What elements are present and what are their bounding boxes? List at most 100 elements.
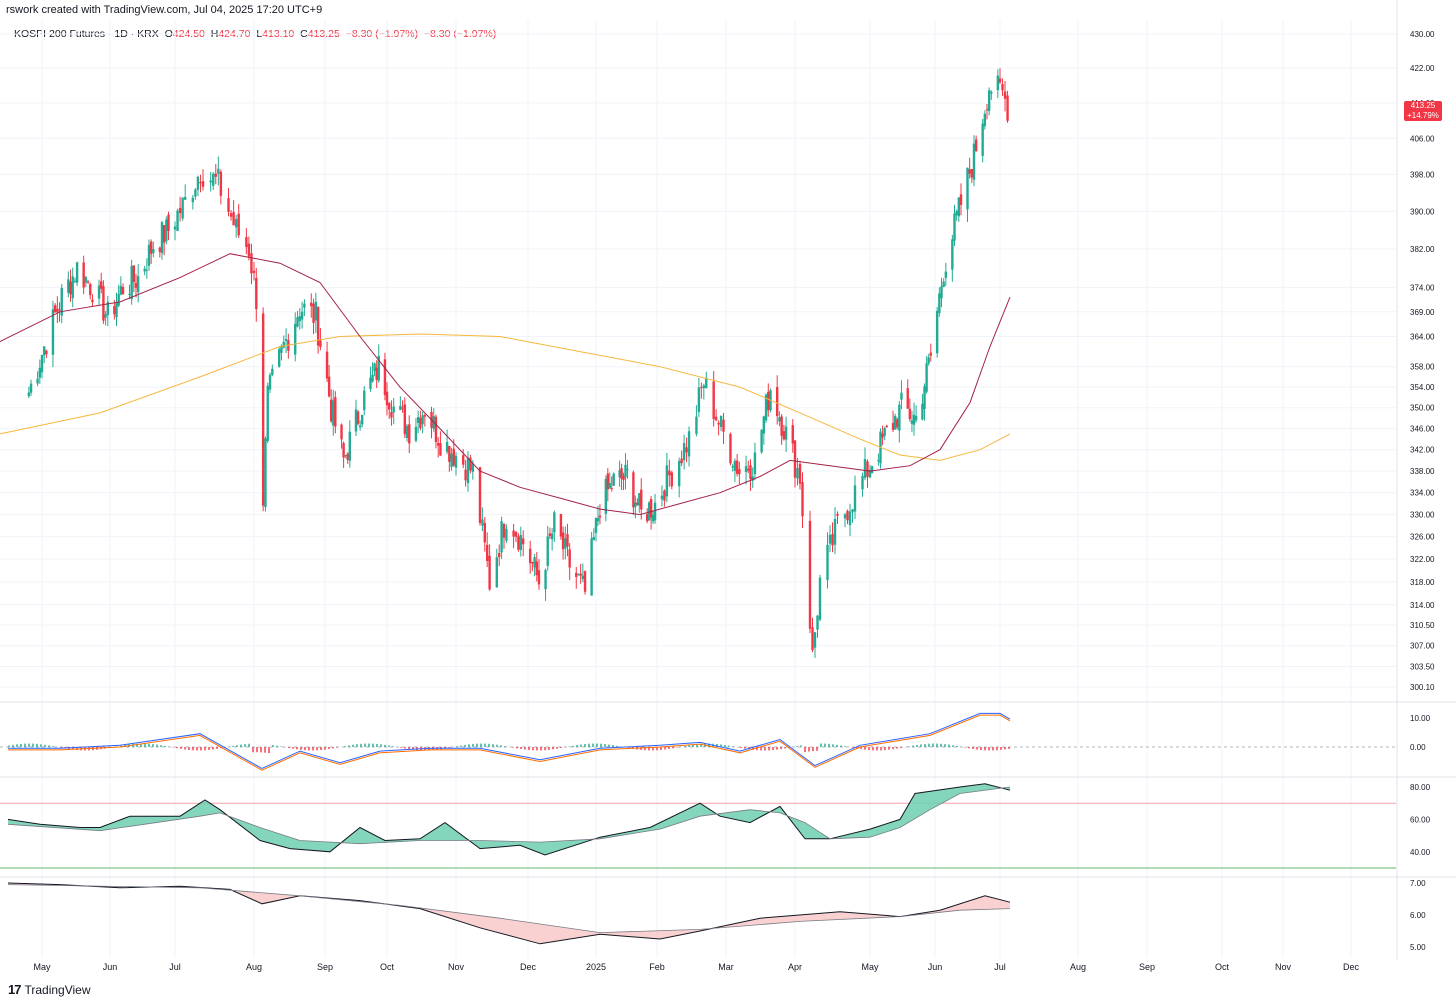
- candle-body: [668, 470, 671, 476]
- candle-body: [505, 528, 508, 541]
- candle-body: [808, 520, 812, 629]
- price-tick-label: 422.00: [1410, 64, 1435, 73]
- macd-hist-bar: [604, 744, 606, 747]
- candle-body: [201, 181, 205, 187]
- candle-body: [334, 397, 337, 427]
- candle-body: [500, 521, 503, 553]
- bottom-indicator-pane[interactable]: [7, 882, 1011, 945]
- bottom-smooth-line: [7, 884, 1011, 934]
- candle-body: [938, 293, 941, 314]
- candle-body: [598, 515, 602, 518]
- candle-body: [483, 523, 486, 543]
- candle-body: [717, 422, 720, 425]
- candle-body: [42, 346, 46, 356]
- macd-hist-bar: [164, 745, 166, 747]
- candle-body: [332, 400, 335, 426]
- macd-hist-bar: [872, 747, 874, 751]
- candle-body: [544, 569, 547, 590]
- time-axis[interactable]: May Jun Jul Aug Sep Oct Nov Dec 2025 Feb Mar Apr May…: [33, 962, 1359, 972]
- price-tick-label: 318.00: [1410, 578, 1435, 587]
- macd-hist-bar: [732, 746, 734, 747]
- candle-body: [940, 286, 943, 299]
- candle-body: [312, 303, 315, 323]
- macd-hist-bar: [176, 747, 178, 749]
- candle-body: [358, 425, 362, 428]
- candle-body: [798, 463, 802, 484]
- macd-hist-bar: [312, 747, 314, 751]
- macd-hist-bar: [924, 743, 926, 747]
- macd-hist-bar: [596, 743, 598, 747]
- macd-pane[interactable]: [0, 712, 1396, 771]
- price-tick-label: 354.00: [1410, 383, 1435, 392]
- macd-hist-bar: [288, 747, 290, 749]
- candle-body: [84, 277, 88, 283]
- macd-hist-bar: [516, 747, 518, 749]
- candle-body: [183, 196, 187, 200]
- price-tick-label: 382.00: [1410, 245, 1435, 254]
- macd-hist-bar: [328, 747, 330, 750]
- candle-body: [173, 226, 177, 230]
- rsi-tick-label: 80.00: [1410, 783, 1431, 792]
- candle-body: [791, 425, 794, 444]
- candle-body: [722, 419, 725, 432]
- rsi-line: [7, 783, 1011, 856]
- candle-body: [996, 75, 1000, 91]
- price-tick-label: 350.00: [1410, 404, 1435, 413]
- price-tick-label: 338.00: [1410, 467, 1435, 476]
- macd-hist-bar: [944, 744, 946, 747]
- macd-hist-bar: [832, 744, 834, 747]
- candle-body: [130, 265, 133, 300]
- price-tick-label: 322.00: [1410, 555, 1435, 564]
- macd-hist-bar: [612, 745, 614, 747]
- macd-hist-bar: [24, 743, 26, 747]
- macd-hist-bar: [720, 744, 722, 747]
- macd-hist-bar: [544, 747, 546, 751]
- candle-body: [548, 533, 552, 537]
- candle-body: [371, 374, 374, 382]
- candle-body: [793, 440, 797, 478]
- macd-hist-bar: [664, 747, 666, 750]
- footer-brand[interactable]: 17 TradingView: [8, 982, 91, 997]
- candle-body: [191, 197, 195, 203]
- candle-body: [502, 524, 506, 538]
- macd-hist-bar: [28, 743, 30, 747]
- macd-hist-bar: [580, 744, 582, 747]
- macd-hist-bar: [480, 743, 482, 747]
- macd-hist-bar: [184, 747, 186, 750]
- macd-hist-bar: [332, 747, 334, 749]
- candle-body: [250, 253, 253, 274]
- macd-hist-bar: [776, 747, 778, 750]
- price-tick-label: 330.00: [1410, 511, 1435, 520]
- candle-body: [264, 438, 267, 507]
- price-axis[interactable]: 430.00422.00414.00406.00398.00390.00382.…: [1410, 30, 1435, 952]
- candle-body: [86, 281, 90, 283]
- macd-hist-bar: [152, 744, 154, 747]
- candle-body: [261, 313, 265, 506]
- macd-hist-bar: [460, 745, 462, 747]
- candle-body: [553, 512, 556, 533]
- candle-body: [564, 538, 567, 549]
- macd-hist-bar: [972, 747, 974, 749]
- price-pane[interactable]: [0, 68, 1011, 658]
- candle-body: [316, 307, 320, 346]
- macd-hist-bar: [556, 747, 558, 749]
- macd-hist-bar: [684, 745, 686, 747]
- candle-body: [636, 502, 639, 505]
- candle-body: [486, 544, 489, 562]
- candle-body: [145, 269, 149, 271]
- candle-body: [296, 317, 299, 327]
- candle-body: [91, 299, 94, 303]
- rsi-pane[interactable]: [0, 783, 1396, 869]
- macd-hist-bar: [216, 747, 218, 749]
- macd-hist-bar: [204, 747, 206, 751]
- candle-body: [818, 577, 822, 620]
- macd-hist-bar: [280, 746, 282, 747]
- candle-body: [883, 428, 886, 436]
- candle-body: [719, 415, 723, 427]
- macd-hist-bar: [780, 747, 782, 750]
- macd-hist-bar: [696, 744, 698, 747]
- candle-body: [488, 555, 491, 590]
- candle-body: [775, 387, 779, 417]
- macd-hist-bar: [756, 747, 758, 751]
